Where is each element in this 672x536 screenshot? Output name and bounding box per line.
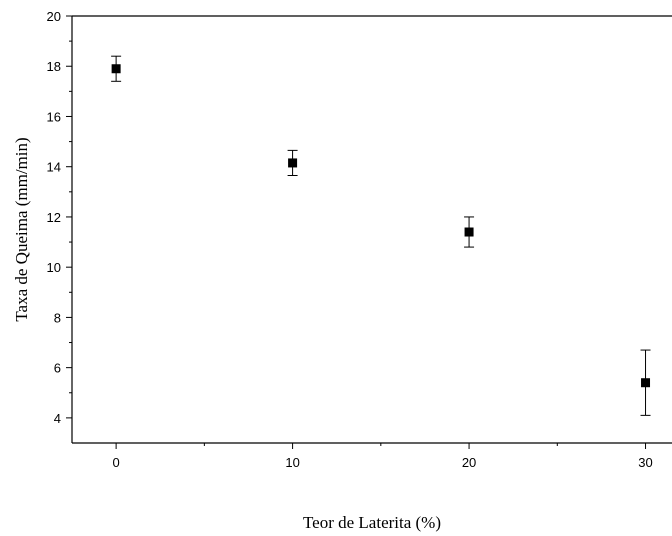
data-point-group: [640, 349, 651, 416]
y-tick-label: 18: [47, 59, 61, 74]
data-point-group: [464, 216, 475, 248]
y-tick-label: 10: [47, 260, 61, 275]
y-tick-label: 12: [47, 210, 61, 225]
x-tick-label: 0: [113, 455, 120, 470]
y-ticks: 4 6 8 10 12 14 16 18 20: [47, 9, 72, 426]
x-ticks: 0 10 20 30: [113, 443, 653, 470]
x-tick-label: 10: [285, 455, 299, 470]
data-points: [111, 55, 651, 416]
data-point-group: [287, 149, 298, 176]
y-tick-label: 8: [54, 310, 61, 325]
x-tick-label: 30: [638, 455, 652, 470]
x-axis-title: Teor de Laterita (%): [303, 513, 441, 532]
y-tick-label: 14: [47, 160, 61, 175]
y-tick-label: 6: [54, 361, 61, 376]
y-tick-label: 4: [54, 411, 61, 426]
y-tick-label: 16: [47, 109, 61, 124]
y-tick-label: 20: [47, 9, 61, 24]
y-axis-title: Taxa de Queima (mm/min): [12, 137, 31, 321]
data-point: [464, 227, 474, 237]
data-point: [641, 378, 651, 388]
axes-frame: [71, 15, 672, 444]
data-point-group: [111, 55, 122, 82]
x-tick-label: 20: [462, 455, 476, 470]
data-point: [288, 158, 298, 168]
data-point: [111, 64, 121, 74]
